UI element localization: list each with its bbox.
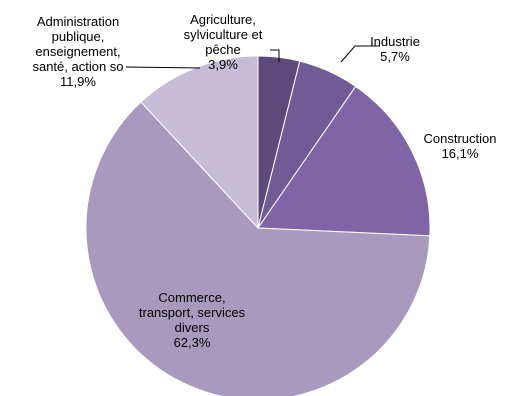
slice-labels: Agriculture, sylviculture et pêche 3,9% Indu… — [32, 12, 496, 350]
leader-line-administration — [125, 66, 201, 69]
pie-slices — [85, 55, 431, 396]
pie-slice-construction — [257, 85, 431, 237]
slice-label-construction: Construction 16,1% — [424, 131, 497, 161]
slice-label-agriculture: Agriculture, sylviculture et pêche 3,9% — [184, 12, 263, 72]
leader-lines — [125, 45, 380, 69]
slice-label-industrie: Industrie 5,7% — [370, 34, 420, 64]
leader-line-industrie — [340, 45, 380, 63]
leader-line-agriculture — [270, 49, 280, 62]
slice-label-commerce: Commerce, transport, services divers 62,3% — [139, 290, 246, 350]
slice-label-administration: Administration publique, enseignement, sant… — [32, 14, 123, 89]
pie-slice-commerce — [85, 101, 431, 396]
